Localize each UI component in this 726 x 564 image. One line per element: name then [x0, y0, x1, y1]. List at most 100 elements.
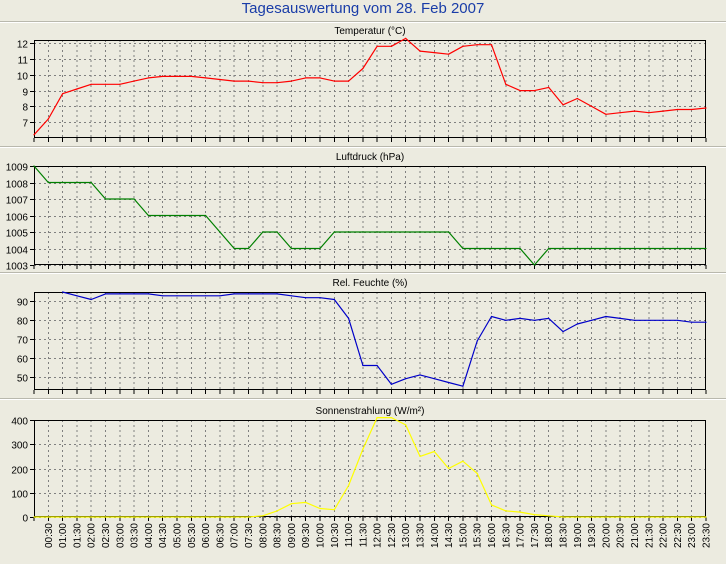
chart-title: Luftdruck (hPa)	[336, 152, 404, 163]
y-tick-label: 1003	[6, 262, 29, 273]
data-point	[633, 110, 636, 112]
data-point	[47, 118, 49, 120]
data-point	[476, 340, 478, 342]
y-tick-label: 60	[17, 355, 29, 366]
x-tick-label: 09:30	[301, 523, 312, 548]
plot-frame	[34, 292, 706, 390]
series-line	[34, 417, 706, 518]
data-point	[33, 134, 35, 136]
x-tick-label: 06:30	[215, 523, 226, 548]
data-point	[490, 504, 493, 506]
data-point	[448, 467, 450, 470]
data-point	[676, 247, 679, 250]
data-point	[162, 516, 164, 518]
data-point	[233, 247, 235, 250]
y-tick-label: 100	[11, 490, 28, 501]
data-point	[462, 45, 464, 47]
y-tick-label: 8	[22, 103, 28, 114]
data-point	[233, 80, 235, 82]
data-point	[104, 293, 107, 295]
x-tick-label: 00:30	[44, 523, 55, 548]
data-point	[348, 317, 350, 319]
data-point	[505, 247, 507, 250]
data-point	[691, 516, 693, 518]
data-point	[104, 516, 107, 518]
x-tick-label: 04:00	[144, 523, 155, 548]
data-point	[662, 110, 664, 112]
data-point	[76, 181, 78, 184]
data-point	[619, 516, 621, 518]
data-point	[448, 381, 450, 384]
data-point	[448, 231, 450, 233]
data-point	[362, 231, 364, 233]
x-tick-label: 08:30	[273, 523, 284, 548]
x-tick-label: 06:00	[201, 523, 212, 548]
x-tick-label: 17:30	[530, 523, 541, 548]
data-point	[176, 214, 178, 217]
data-point	[662, 247, 664, 250]
data-point	[576, 323, 578, 325]
data-point	[562, 516, 564, 518]
data-point	[333, 298, 335, 301]
data-point	[305, 77, 307, 79]
y-tick-label: 50	[17, 374, 29, 385]
y-tick-label: 10	[17, 72, 29, 83]
data-point	[319, 77, 321, 79]
x-tick-label: 18:00	[544, 523, 555, 548]
data-point	[205, 516, 207, 518]
data-point	[205, 295, 207, 297]
plot-frame	[34, 166, 706, 265]
data-point	[505, 510, 507, 512]
data-point	[691, 247, 693, 250]
x-tick-label: 10:00	[316, 523, 327, 548]
chart-title: Sonnenstrahlung (W/m²)	[316, 406, 425, 417]
data-point	[176, 75, 178, 77]
x-tick-label: 20:30	[616, 523, 627, 548]
panel-separator-3	[0, 398, 726, 400]
y-tick-label: 1005	[6, 229, 29, 240]
data-point	[362, 67, 364, 70]
data-point	[119, 516, 121, 518]
data-point	[519, 90, 521, 92]
data-point	[548, 86, 550, 88]
data-point	[276, 82, 278, 84]
data-point	[419, 231, 421, 233]
data-point	[104, 83, 107, 85]
y-tick-label: 80	[17, 317, 29, 328]
plot-area	[34, 420, 706, 517]
y-tick-label: 11	[18, 56, 29, 67]
data-point	[605, 247, 607, 250]
data-point	[33, 516, 35, 518]
data-point	[519, 317, 521, 319]
data-point	[562, 104, 564, 106]
data-point	[633, 319, 636, 321]
data-point	[633, 247, 636, 250]
data-point	[533, 514, 536, 516]
chart-title: Temperatur (°C)	[334, 26, 405, 37]
x-tick-label: 07:00	[230, 523, 241, 548]
data-point	[90, 83, 92, 85]
y-tick-label: 90	[17, 298, 29, 309]
data-point	[476, 247, 478, 250]
data-point	[262, 293, 264, 295]
data-point	[490, 247, 493, 250]
title-separator	[0, 21, 726, 23]
x-tick-label: 22:00	[659, 523, 670, 548]
data-point	[62, 291, 64, 293]
data-point	[205, 214, 207, 217]
data-point	[405, 37, 407, 40]
data-point	[533, 319, 536, 321]
data-point	[648, 112, 650, 114]
data-point	[90, 181, 92, 184]
data-point	[533, 264, 536, 266]
x-tick-label: 22:30	[673, 523, 684, 548]
x-tick-label: 14:00	[430, 523, 441, 548]
data-point	[104, 198, 107, 200]
y-tick-label: 400	[11, 417, 28, 428]
data-point	[62, 181, 64, 184]
panel-separator-2	[0, 272, 726, 274]
data-point	[62, 516, 64, 518]
data-point	[462, 385, 464, 387]
x-tick-label: 07:30	[244, 523, 255, 548]
data-point	[548, 247, 550, 250]
